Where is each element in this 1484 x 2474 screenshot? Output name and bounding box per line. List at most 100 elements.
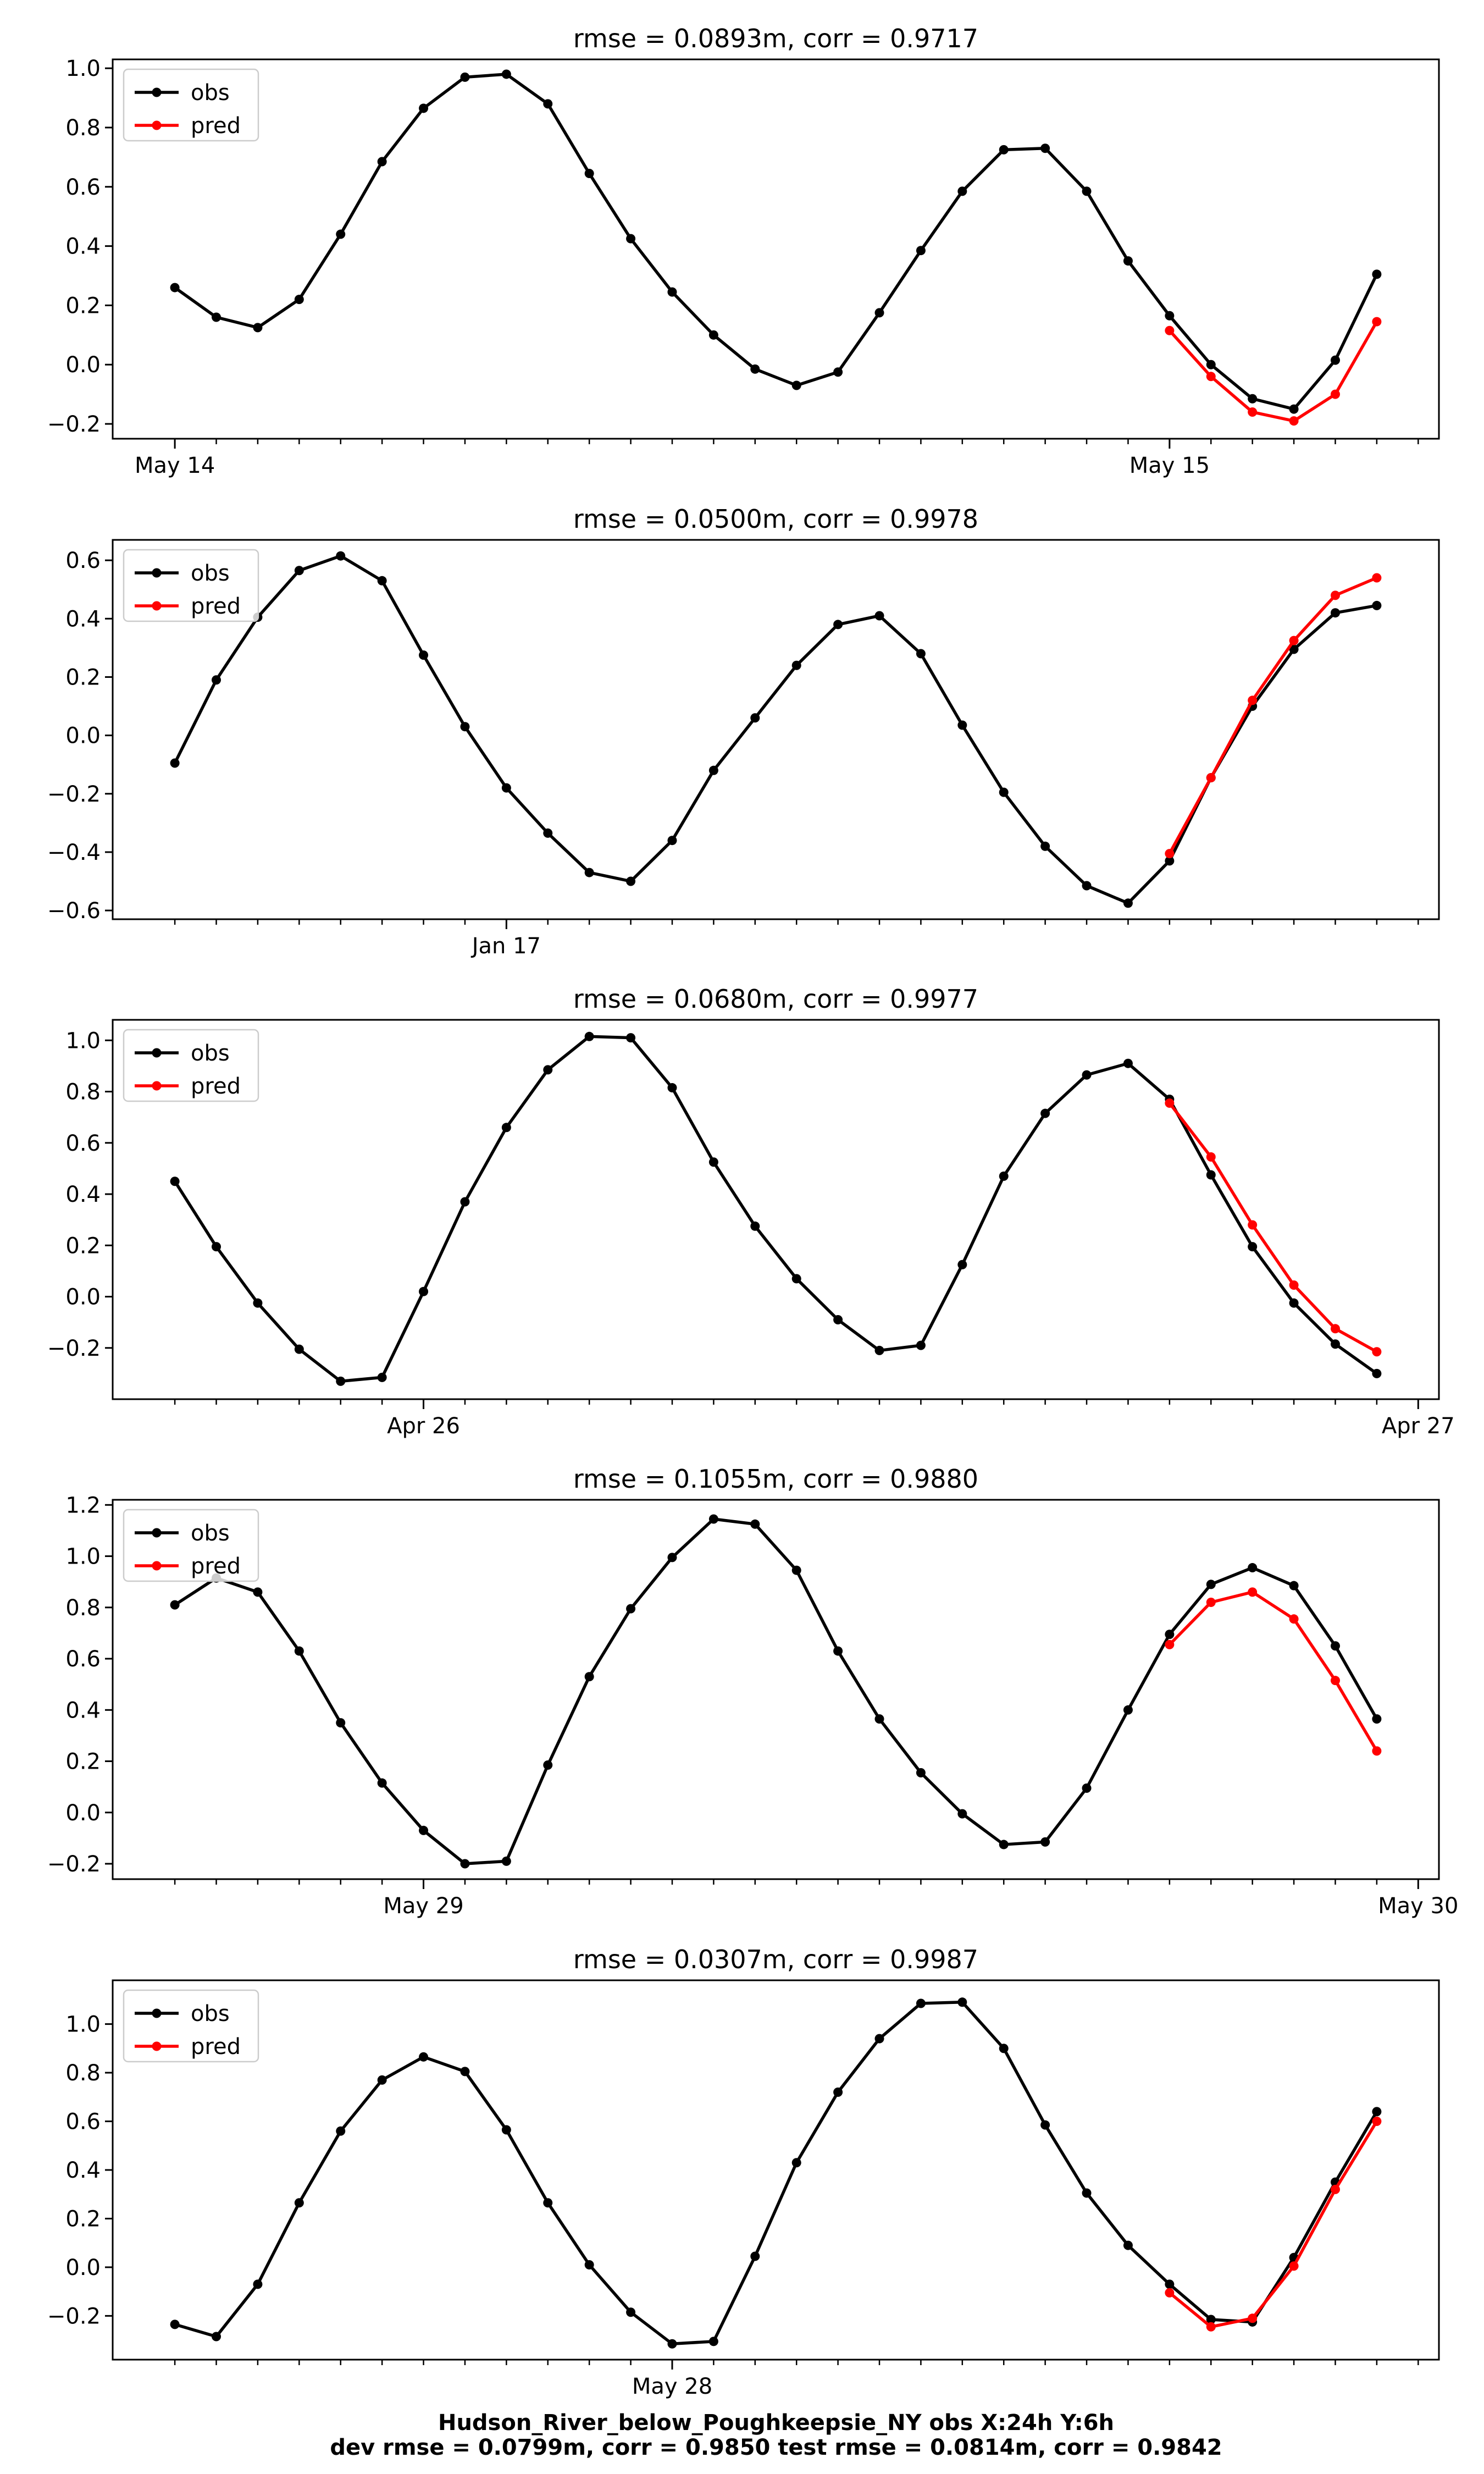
data-point-obs <box>377 2075 387 2085</box>
y-tick-label: 0.4 <box>65 606 101 632</box>
y-tick-label: −0.6 <box>47 898 101 924</box>
data-point-obs <box>1123 898 1133 908</box>
data-point-obs <box>501 1123 511 1133</box>
chart-panel-1: rmse = 0.0893m, corr = 0.9717 −0.2 0.0 0.2 0… <box>47 24 1440 478</box>
data-point-obs <box>377 576 387 586</box>
x-date-label: May 28 <box>632 2374 712 2399</box>
data-point-obs <box>212 1242 222 1252</box>
data-point-obs <box>1372 2107 1382 2117</box>
data-point-obs <box>791 660 801 670</box>
data-point-obs <box>1372 600 1382 610</box>
data-point-obs <box>708 330 718 340</box>
data-point-obs <box>999 1171 1009 1181</box>
data-point-obs <box>1040 1837 1050 1847</box>
y-tick-label: 1.2 <box>65 1493 101 1518</box>
chart-title: rmse = 0.1055m, corr = 0.9880 <box>573 1464 978 1494</box>
y-tick-label: 0.8 <box>65 115 101 141</box>
data-point-pred <box>1248 2313 1258 2323</box>
data-point-obs <box>1206 2315 1216 2324</box>
data-point-obs <box>874 308 884 318</box>
data-point-obs <box>1206 360 1216 369</box>
data-point-obs <box>294 1344 304 1354</box>
data-point-obs <box>874 1345 884 1355</box>
data-point-obs <box>584 1672 594 1682</box>
y-tick-label: 0.6 <box>65 1647 101 1672</box>
data-point-obs <box>253 2279 263 2289</box>
data-point-obs <box>791 380 801 390</box>
y-tick-label: 0.2 <box>65 1233 101 1258</box>
series-line-pred <box>1169 2120 1378 2329</box>
x-date-label: May 15 <box>1129 453 1210 478</box>
y-tick-label: 0.4 <box>65 1182 101 1207</box>
data-point-pred <box>1165 849 1175 859</box>
data-point-pred <box>1330 1324 1340 1334</box>
data-point-pred <box>1289 1280 1299 1290</box>
data-point-obs <box>708 2337 718 2346</box>
data-point-obs <box>1082 881 1092 891</box>
data-point-obs <box>708 765 718 775</box>
data-point-obs <box>336 2126 346 2136</box>
data-point-obs <box>791 1565 801 1575</box>
legend-marker-pred <box>152 120 162 130</box>
data-point-obs <box>1330 355 1340 365</box>
x-date-label: Apr 27 <box>1382 1413 1455 1439</box>
data-point-pred <box>1330 1676 1340 1686</box>
data-point-pred <box>1165 1639 1175 1649</box>
data-point-obs <box>1040 1108 1050 1118</box>
data-point-obs <box>170 283 180 292</box>
data-point-obs <box>1165 1630 1175 1639</box>
data-point-obs <box>1040 2120 1050 2130</box>
data-point-obs <box>170 758 180 768</box>
chart-panel-4: rmse = 0.1055m, corr = 0.9880 −0.2 0.0 0.2 0… <box>47 1464 1459 1919</box>
y-tick-label: −0.2 <box>47 1336 101 1361</box>
x-date-label: May 29 <box>383 1893 463 1919</box>
data-point-obs <box>999 1840 1009 1849</box>
legend-marker-obs <box>152 87 162 97</box>
legend-marker-pred <box>152 1081 162 1091</box>
y-tick-label: 1.0 <box>65 56 101 81</box>
data-point-obs <box>1372 1368 1382 1378</box>
series-line-obs <box>173 1035 1378 1383</box>
legend-label-obs: obs <box>191 1521 230 1546</box>
data-point-obs <box>1123 1705 1133 1715</box>
data-point-obs <box>1040 143 1050 153</box>
series-line-pred <box>1168 321 1378 423</box>
data-point-pred <box>1165 325 1175 335</box>
legend-marker-pred <box>152 2041 162 2051</box>
data-point-obs <box>1248 394 1258 404</box>
data-point-obs <box>916 1340 926 1350</box>
data-point-obs <box>1289 644 1299 654</box>
data-point-obs <box>419 2052 429 2062</box>
y-tick-label: 0.0 <box>65 352 101 378</box>
data-point-pred <box>1330 2184 1340 2194</box>
series-line-pred <box>1168 576 1377 854</box>
y-tick-label: 1.0 <box>65 1544 101 1570</box>
data-point-obs <box>170 2320 180 2329</box>
y-tick-label: 1.0 <box>65 2012 101 2037</box>
data-point-obs <box>377 157 387 167</box>
data-point-pred <box>1330 389 1340 399</box>
data-point-obs <box>419 650 429 660</box>
data-point-obs <box>791 1274 801 1284</box>
data-point-obs <box>957 186 967 196</box>
data-point-obs <box>999 787 1009 797</box>
data-point-obs <box>1289 1581 1299 1591</box>
data-point-obs <box>833 620 843 629</box>
chart-panel-2: rmse = 0.0500m, corr = 0.9978 −0.6 −0.4 −0.… <box>47 504 1440 959</box>
data-point-pred <box>1372 1347 1382 1357</box>
legend-marker-pred <box>152 601 162 611</box>
series-line-pred <box>1168 1102 1378 1354</box>
data-point-obs <box>543 828 553 838</box>
data-point-pred <box>1372 317 1382 327</box>
y-tick-label: 0.4 <box>65 1698 101 1723</box>
data-point-obs <box>543 1065 553 1075</box>
legend-marker-obs <box>152 1528 162 1538</box>
data-point-obs <box>460 72 470 82</box>
y-tick-label: 0.8 <box>65 1595 101 1621</box>
data-point-obs <box>874 1714 884 1724</box>
legend-label-pred: pred <box>191 113 241 139</box>
data-point-obs <box>1372 1714 1382 1724</box>
data-point-obs <box>460 722 470 732</box>
chart-title: rmse = 0.0307m, corr = 0.9987 <box>573 1945 978 1974</box>
